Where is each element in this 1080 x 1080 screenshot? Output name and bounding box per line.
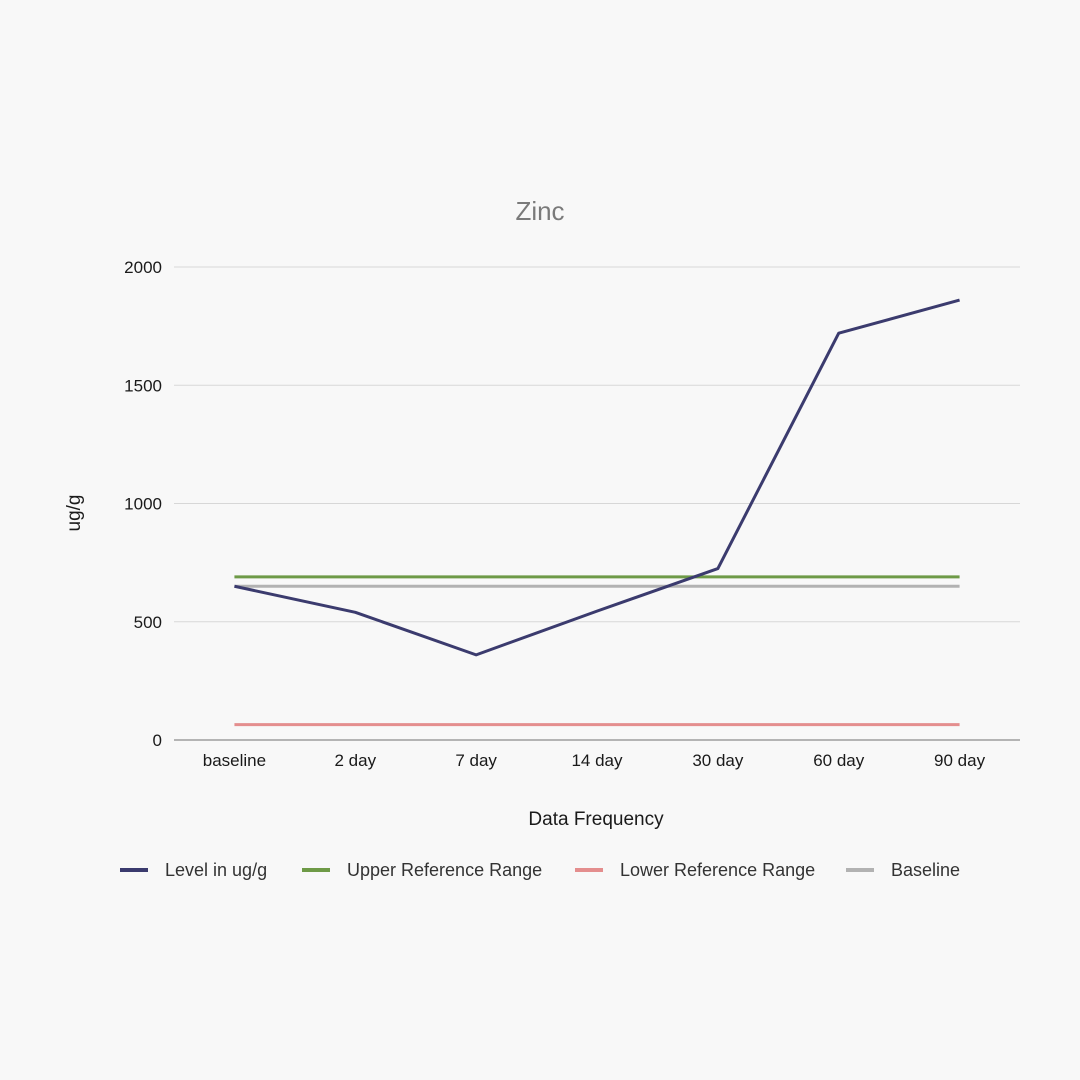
x-tick-label: 14 day: [571, 751, 623, 770]
x-tick-label: baseline: [203, 751, 266, 770]
y-tick-label: 2000: [124, 258, 162, 277]
chart-title: Zinc: [515, 196, 564, 226]
legend-label: Baseline: [891, 860, 960, 880]
y-tick-label: 0: [153, 731, 162, 750]
y-tick-label: 1000: [124, 495, 162, 514]
y-tick-label: 1500: [124, 376, 162, 395]
y-axis-tick-labels: 0 500 1000 1500 2000: [124, 258, 162, 750]
legend-label: Level in ug/g: [165, 860, 267, 880]
legend-label: Lower Reference Range: [620, 860, 815, 880]
gridlines: [174, 266, 1020, 623]
legend: Level in ug/g Upper Reference Range Lower …: [120, 860, 960, 880]
x-tick-label: 30 day: [692, 751, 744, 770]
x-axis-tick-labels: baseline 2 day 7 day 14 day 30 day 60 day 90 d…: [203, 751, 986, 770]
y-axis-label: ug/g: [64, 495, 85, 532]
x-tick-label: 60 day: [813, 751, 865, 770]
series-line-0: [234, 298, 960, 657]
x-tick-label: 2 day: [334, 751, 376, 770]
series-lines: [234, 298, 960, 727]
legend-label: Upper Reference Range: [347, 860, 542, 880]
x-axis-label: Data Frequency: [528, 809, 664, 830]
x-tick-label: 7 day: [455, 751, 497, 770]
y-tick-label: 500: [134, 613, 162, 632]
x-tick-label: 90 day: [934, 751, 986, 770]
